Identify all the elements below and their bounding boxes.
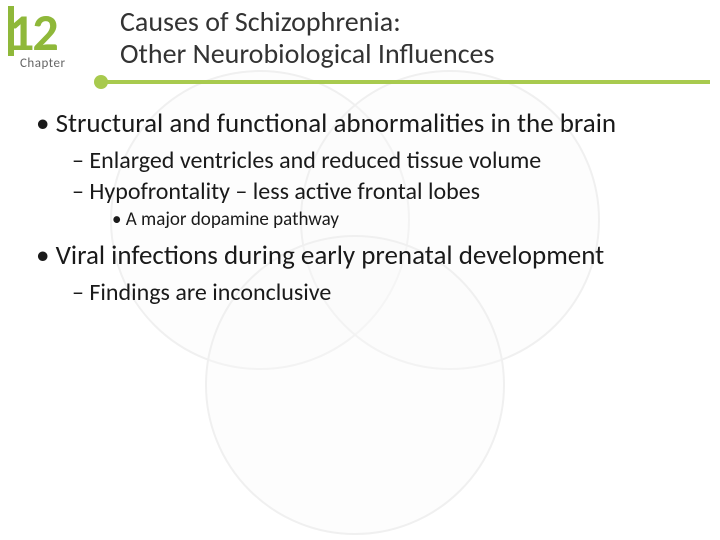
slide-title-block: Causes of Schizophrenia: Other Neurobiol… [120,6,494,70]
bullet-lvl2: Enlarged ventricles and reduced tissue v… [30,146,690,175]
slide-title-line1: Causes of Schizophrenia: [120,6,494,38]
chapter-badge: 12 Chapter [8,6,65,71]
title-rule [100,80,710,84]
bullet-lvl1: Viral infections during early prenatal d… [30,240,690,272]
bullet-lvl2: Findings are inconclusive [30,278,690,307]
bullet-lvl1: Structural and functional abnormalities … [30,108,690,140]
bullet-lvl3: A major dopamine pathway [30,208,690,232]
slide-title-line2: Other Neurobiological Influences [120,38,494,70]
content-area: Structural and functional abnormalities … [30,108,690,309]
bullet-lvl2: Hypofrontality – less active frontal lob… [30,177,690,206]
chapter-number: 12 [8,6,65,58]
chapter-accent-bar [8,6,14,56]
chapter-label: Chapter [20,56,65,71]
